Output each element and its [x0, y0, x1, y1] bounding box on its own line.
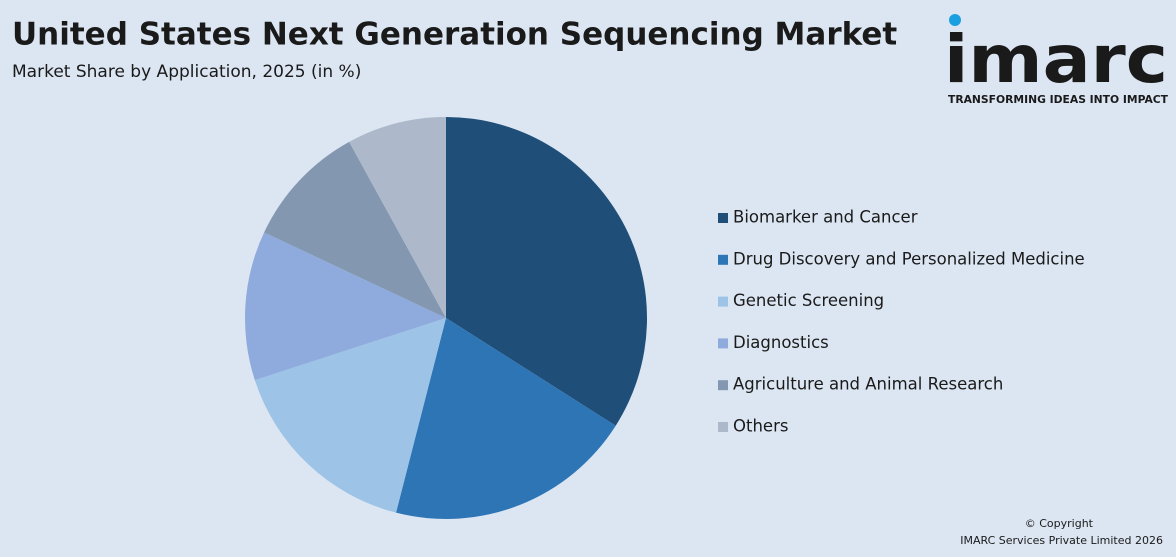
chart-subtitle: Market Share by Application, 2025 (in %) — [12, 62, 361, 82]
copyright-owner: IMARC Services Private Limited 2026 — [960, 534, 1163, 547]
legend-label: Others — [733, 417, 788, 436]
logo-tagline: TRANSFORMING IDEAS INTO IMPACT — [948, 93, 1168, 106]
pie-slice — [349, 117, 446, 318]
legend-swatch — [718, 338, 728, 349]
legend-label: Drug Discovery and Personalized Medicine — [733, 249, 1085, 268]
legend-swatch — [718, 380, 728, 391]
legend-label: Biomarker and Cancer — [733, 208, 918, 227]
pie-slice — [264, 141, 446, 318]
legend-swatch — [718, 213, 728, 223]
legend-swatch — [718, 254, 728, 265]
logo: imarc — [944, 21, 1168, 98]
pie-slice — [396, 318, 616, 519]
chart-title: United States Next Generation Sequencing… — [12, 17, 897, 53]
legend-swatch — [718, 296, 728, 307]
pie-slice — [446, 117, 647, 426]
legend-label: Diagnostics — [733, 333, 829, 352]
legend-swatch — [718, 422, 728, 432]
copyright: © Copyright — [1025, 517, 1094, 530]
legend-label: Agriculture and Animal Research — [733, 375, 1003, 394]
pie-slice — [244, 232, 446, 381]
pie-slice — [254, 318, 446, 513]
logo-dot — [949, 14, 961, 26]
legend-label: Genetic Screening — [733, 291, 884, 310]
